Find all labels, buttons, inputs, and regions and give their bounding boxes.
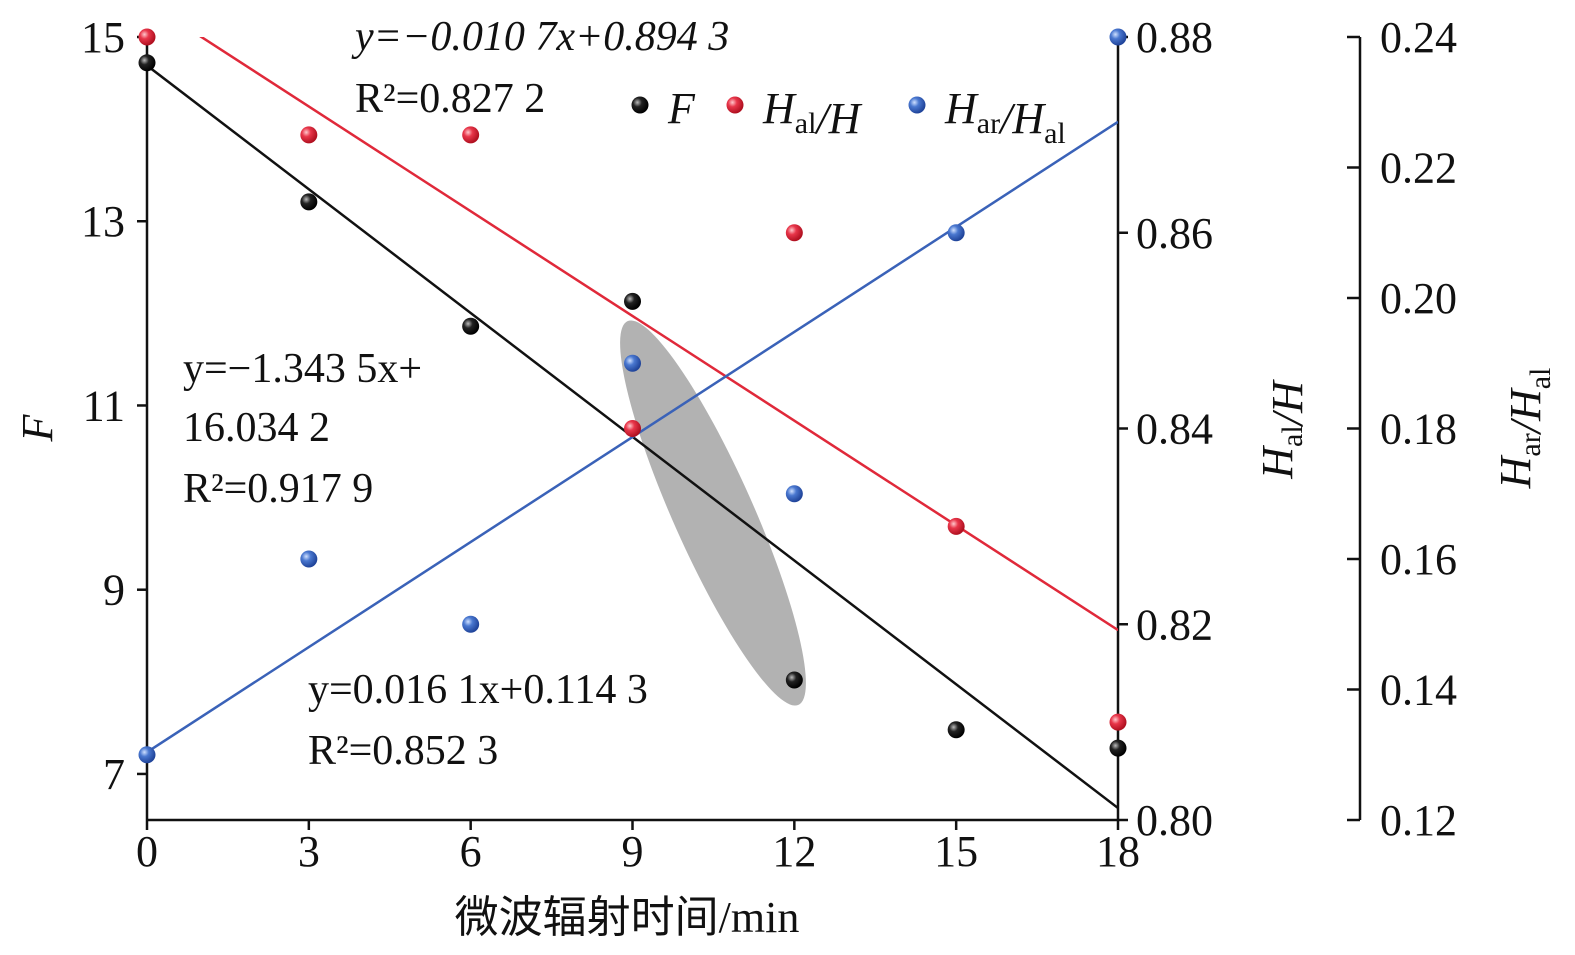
data-point-Har_Hal (947, 224, 965, 242)
eq-hal-h: y=−0.010 7x+0.894 3 (351, 14, 729, 60)
eq-f: y=−1.343 5x+ (183, 346, 422, 392)
data-point-Hal_H (138, 28, 156, 46)
data-point-Hal_H (300, 126, 318, 144)
y-tick-label-right-2: 0.14 (1380, 666, 1457, 715)
eq-f-2: 16.034 2 (183, 405, 330, 451)
r2-har-hal: R²=0.852 3 (308, 728, 498, 774)
legend-marker-F (631, 96, 649, 114)
data-point-Har_Hal (785, 485, 803, 503)
y-tick-label-right-1: 0.82 (1136, 600, 1213, 649)
legend-marker-Har_Hal (908, 96, 926, 114)
x-tick-label: 18 (1096, 827, 1140, 876)
x-tick-label: 15 (934, 827, 978, 876)
legend-label-Har_Hal: Har/Hal (944, 84, 1066, 150)
legend-label-Hal_H: Hal/H (762, 84, 863, 143)
x-tick-label: 3 (298, 827, 320, 876)
y-axis-label-left: F (13, 413, 62, 442)
y-tick-label-right-2: 0.24 (1380, 13, 1457, 62)
y-tick-label-right-2: 0.20 (1380, 274, 1457, 323)
x-tick-label: 6 (460, 827, 482, 876)
highlight-ellipse (620, 320, 806, 706)
y-tick-label-right-1: 0.80 (1136, 796, 1213, 845)
data-point-F (947, 721, 965, 739)
y-tick-label-right-2: 0.22 (1380, 144, 1457, 193)
data-point-Hal_H (624, 420, 641, 437)
y-tick-label-right-1: 0.88 (1136, 13, 1213, 62)
r2-hal-h: R²=0.827 2 (355, 76, 545, 122)
legend-marker-Hal_H (726, 96, 744, 114)
y-tick-label-left: 7 (103, 750, 125, 799)
y-tick-label-right-2: 0.18 (1380, 405, 1457, 454)
data-point-Har_Hal (624, 354, 641, 372)
r2-f: R²=0.917 9 (183, 466, 373, 512)
data-point-Hal_H (947, 517, 965, 535)
data-point-Hal_H (462, 126, 480, 144)
y-tick-label-right-1: 0.86 (1136, 209, 1213, 258)
eq-har-hal: y=0.016 1x+0.114 3 (308, 667, 648, 713)
x-axis-label: 微波辐射时间/min (455, 893, 800, 942)
data-point-Hal_H (1109, 713, 1127, 731)
legend: F Hal/H Har/Hal (631, 84, 1066, 150)
data-point-F (1109, 739, 1127, 757)
legend-label-F: F (667, 84, 696, 133)
x-tick-label: 12 (772, 827, 816, 876)
y-tick-label-left: 15 (81, 13, 125, 62)
y-tick-label-right-2: 0.12 (1380, 796, 1457, 845)
data-point-F (785, 671, 803, 689)
y-tick-label-left: 11 (83, 381, 125, 430)
y-axis-label-right-1: Hal/H (1253, 379, 1312, 480)
data-point-Har_Hal (138, 746, 156, 764)
data-point-Har_Hal (1109, 28, 1127, 46)
y-tick-label-left: 13 (81, 197, 125, 246)
data-point-F (624, 292, 641, 310)
y-tick-label-right-1: 0.84 (1136, 405, 1213, 454)
x-tick-label: 0 (136, 827, 158, 876)
data-point-F (138, 54, 156, 72)
x-tick-label: 9 (622, 827, 644, 876)
y-axis-label-right-2: Har/Hal (1491, 368, 1557, 490)
data-point-Har_Hal (300, 550, 318, 568)
data-point-Har_Hal (462, 615, 480, 633)
data-point-Hal_H (785, 224, 803, 242)
y-tick-label-right-2: 0.16 (1380, 535, 1457, 584)
data-point-F (300, 193, 318, 211)
y-tick-label-left: 9 (103, 566, 125, 615)
data-point-F (462, 317, 480, 335)
